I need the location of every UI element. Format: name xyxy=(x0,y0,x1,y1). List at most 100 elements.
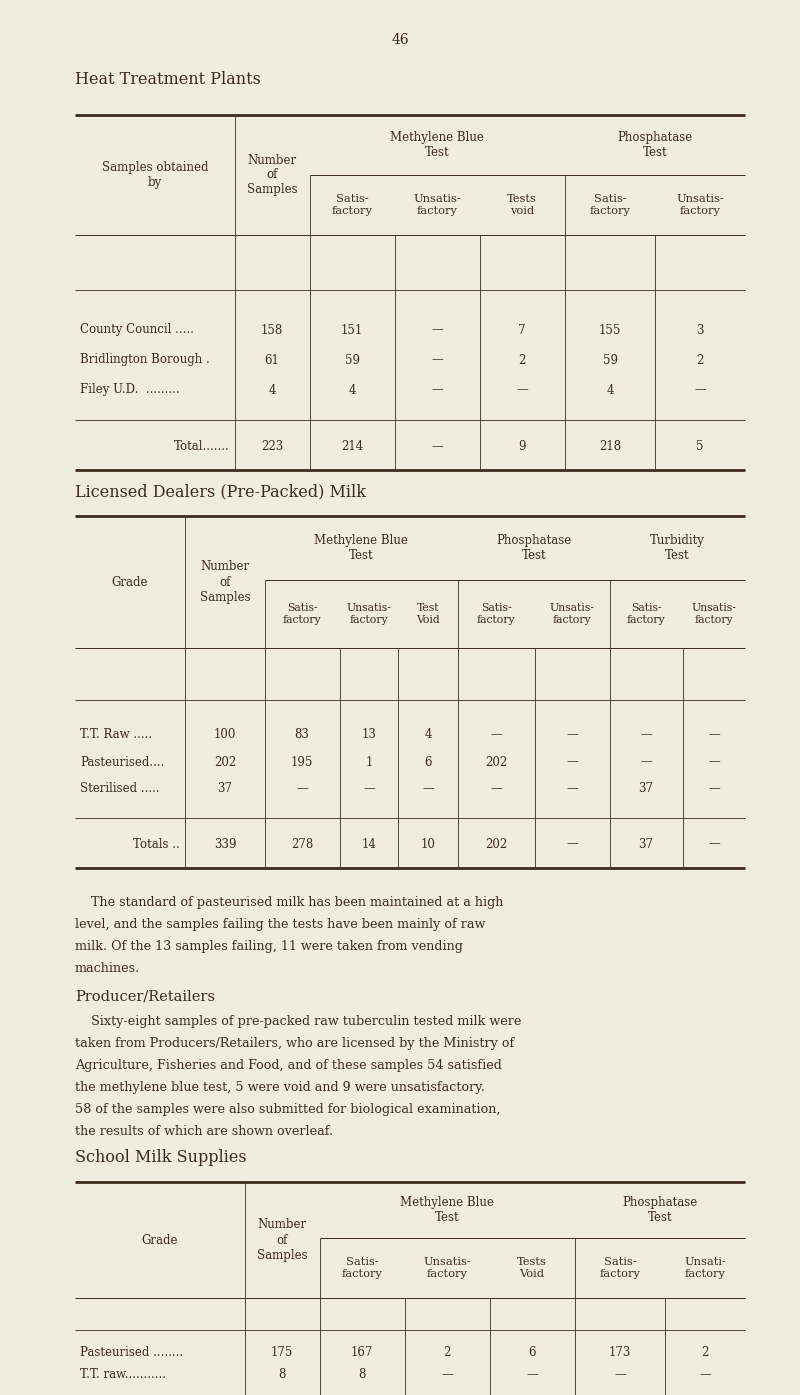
Text: —: — xyxy=(363,783,375,795)
Text: Sixty-eight samples of pre-packed raw tuberculin tested milk were: Sixty-eight samples of pre-packed raw tu… xyxy=(75,1016,522,1028)
Text: The standard of pasteurised milk has been maintained at a high: The standard of pasteurised milk has bee… xyxy=(75,896,503,910)
Text: Unsatis-
factory: Unsatis- factory xyxy=(413,194,461,216)
Text: —: — xyxy=(640,756,652,769)
Text: —: — xyxy=(566,783,578,795)
Text: 59: 59 xyxy=(345,353,359,367)
Text: —: — xyxy=(490,728,502,742)
Text: Total.......: Total....... xyxy=(174,441,230,453)
Text: the methylene blue test, 5 were void and 9 were unsatisfactory.: the methylene blue test, 5 were void and… xyxy=(75,1081,485,1094)
Text: 2: 2 xyxy=(443,1346,450,1359)
Text: 9: 9 xyxy=(518,441,526,453)
Text: 5: 5 xyxy=(696,441,704,453)
Text: 4: 4 xyxy=(348,384,356,396)
Text: machines.: machines. xyxy=(75,963,140,975)
Text: Phosphatase
Test: Phosphatase Test xyxy=(618,131,693,159)
Text: —: — xyxy=(431,441,443,453)
Text: —: — xyxy=(441,1368,453,1381)
Text: 7: 7 xyxy=(518,324,526,336)
Text: Phosphatase
Test: Phosphatase Test xyxy=(496,534,572,562)
Text: 100: 100 xyxy=(214,728,236,742)
Text: 37: 37 xyxy=(218,783,233,795)
Text: taken from Producers/Retailers, who are licensed by the Ministry of: taken from Producers/Retailers, who are … xyxy=(75,1036,514,1050)
Text: Licensed Dealers (Pre-Packed) Milk: Licensed Dealers (Pre-Packed) Milk xyxy=(75,484,366,501)
Text: Pasteurised....: Pasteurised.... xyxy=(80,756,164,769)
Text: 2: 2 xyxy=(518,353,526,367)
Text: Sterilised .....: Sterilised ..... xyxy=(80,783,160,795)
Text: —: — xyxy=(526,1368,538,1381)
Text: Number
of
Samples: Number of Samples xyxy=(200,561,250,604)
Text: Satis-
factory: Satis- factory xyxy=(331,194,373,216)
Text: 339: 339 xyxy=(214,837,236,851)
Text: 46: 46 xyxy=(391,33,409,47)
Text: 14: 14 xyxy=(362,837,377,851)
Text: Tests
Void: Tests Void xyxy=(517,1257,547,1279)
Text: —: — xyxy=(566,756,578,769)
Text: —: — xyxy=(490,783,502,795)
Text: 2: 2 xyxy=(702,1346,709,1359)
Text: —: — xyxy=(708,728,720,742)
Text: 10: 10 xyxy=(421,837,435,851)
Text: 173: 173 xyxy=(609,1346,631,1359)
Text: Satis-
factory: Satis- factory xyxy=(342,1257,382,1279)
Text: School Milk Supplies: School Milk Supplies xyxy=(75,1149,246,1166)
Text: 13: 13 xyxy=(362,728,377,742)
Text: —: — xyxy=(431,353,443,367)
Text: level, and the samples failing the tests have been mainly of raw: level, and the samples failing the tests… xyxy=(75,918,486,930)
Text: —: — xyxy=(296,783,308,795)
Text: 83: 83 xyxy=(294,728,310,742)
Text: —: — xyxy=(614,1368,626,1381)
Text: Satis-
factory: Satis- factory xyxy=(477,603,515,625)
Text: Tests
void: Tests void xyxy=(507,194,537,216)
Text: 214: 214 xyxy=(341,441,363,453)
Text: 218: 218 xyxy=(599,441,621,453)
Text: —: — xyxy=(694,384,706,396)
Text: Test
Void: Test Void xyxy=(416,603,440,625)
Text: 167: 167 xyxy=(351,1346,373,1359)
Text: milk. Of the 13 samples failing, 11 were taken from vending: milk. Of the 13 samples failing, 11 were… xyxy=(75,940,463,953)
Text: 59: 59 xyxy=(602,353,618,367)
Text: Phosphatase
Test: Phosphatase Test xyxy=(622,1196,698,1223)
Text: Satis-
factory: Satis- factory xyxy=(282,603,322,625)
Text: 155: 155 xyxy=(599,324,621,336)
Text: Unsatis-
factory: Unsatis- factory xyxy=(676,194,724,216)
Text: Turbidity
Test: Turbidity Test xyxy=(650,534,705,562)
Text: 202: 202 xyxy=(485,837,507,851)
Text: County Council .....: County Council ..... xyxy=(80,324,194,336)
Text: Bridlington Borough .: Bridlington Borough . xyxy=(80,353,210,367)
Text: Methylene Blue
Test: Methylene Blue Test xyxy=(400,1196,494,1223)
Text: —: — xyxy=(431,324,443,336)
Text: 4: 4 xyxy=(606,384,614,396)
Text: T.T. raw...........: T.T. raw........... xyxy=(80,1368,166,1381)
Text: Grade: Grade xyxy=(112,576,148,589)
Text: 61: 61 xyxy=(265,353,279,367)
Text: Number
of
Samples: Number of Samples xyxy=(257,1218,307,1261)
Text: Agriculture, Fisheries and Food, and of these samples 54 satisfied: Agriculture, Fisheries and Food, and of … xyxy=(75,1059,502,1071)
Text: Samples obtained
by: Samples obtained by xyxy=(102,160,208,188)
Text: Methylene Blue
Test: Methylene Blue Test xyxy=(314,534,408,562)
Text: —: — xyxy=(708,837,720,851)
Text: —: — xyxy=(708,783,720,795)
Text: Satis-
factory: Satis- factory xyxy=(626,603,666,625)
Text: the results of which are shown overleaf.: the results of which are shown overleaf. xyxy=(75,1124,333,1138)
Text: 6: 6 xyxy=(528,1346,536,1359)
Text: Satis-
factory: Satis- factory xyxy=(599,1257,641,1279)
Text: Filey U.D.  .........: Filey U.D. ......... xyxy=(80,384,180,396)
Text: —: — xyxy=(516,384,528,396)
Text: 6: 6 xyxy=(424,756,432,769)
Text: 278: 278 xyxy=(291,837,313,851)
Text: 202: 202 xyxy=(485,756,507,769)
Text: Unsatis-
factory: Unsatis- factory xyxy=(691,603,737,625)
Text: Pasteurised ........: Pasteurised ........ xyxy=(80,1346,183,1359)
Text: 58 of the samples were also submitted for biological examination,: 58 of the samples were also submitted fo… xyxy=(75,1103,501,1116)
Text: T.T. Raw .....: T.T. Raw ..... xyxy=(80,728,152,742)
Text: 151: 151 xyxy=(341,324,363,336)
Text: Unsati-
factory: Unsati- factory xyxy=(684,1257,726,1279)
Text: —: — xyxy=(699,1368,711,1381)
Text: —: — xyxy=(422,783,434,795)
Text: 223: 223 xyxy=(261,441,283,453)
Text: 158: 158 xyxy=(261,324,283,336)
Text: 1: 1 xyxy=(366,756,373,769)
Text: 37: 37 xyxy=(638,783,654,795)
Text: 202: 202 xyxy=(214,756,236,769)
Text: Satis-
factory: Satis- factory xyxy=(590,194,630,216)
